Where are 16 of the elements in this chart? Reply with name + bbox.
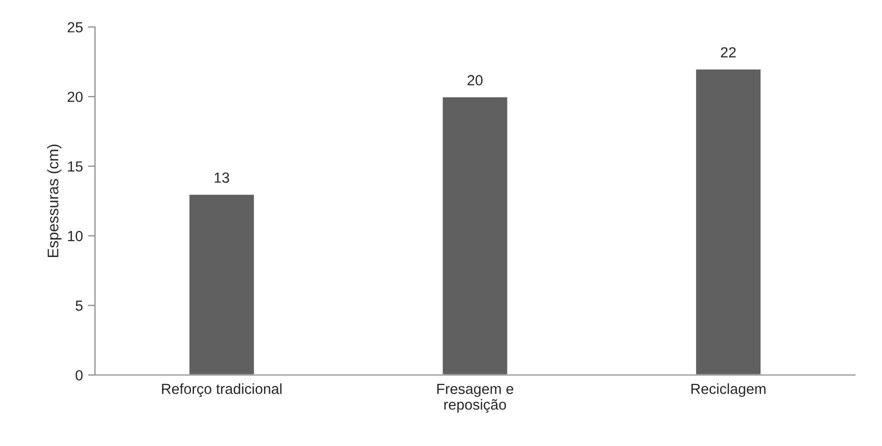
y-tick-label: 20: [68, 92, 83, 102]
data-label: 20: [468, 75, 483, 86]
y-tick-label: 0: [76, 370, 83, 380]
y-tick-label: 5: [76, 300, 83, 311]
data-label: 22: [720, 47, 736, 58]
x-tick-label: Reciclagem: [691, 383, 766, 397]
bar: [188, 193, 256, 375]
y-tick-label: 15: [68, 161, 83, 172]
y-tick-label: 25: [68, 22, 83, 32]
bar: [441, 96, 509, 375]
x-tick-label: Reforço tradicional: [162, 383, 282, 397]
y-axis-title: Espessuras (cm): [47, 144, 62, 258]
data-label: 13: [214, 172, 230, 183]
x-tick-label: Fresagem e reposição: [437, 384, 514, 413]
y-tick-label: 10: [68, 230, 83, 242]
bar: [694, 68, 762, 375]
